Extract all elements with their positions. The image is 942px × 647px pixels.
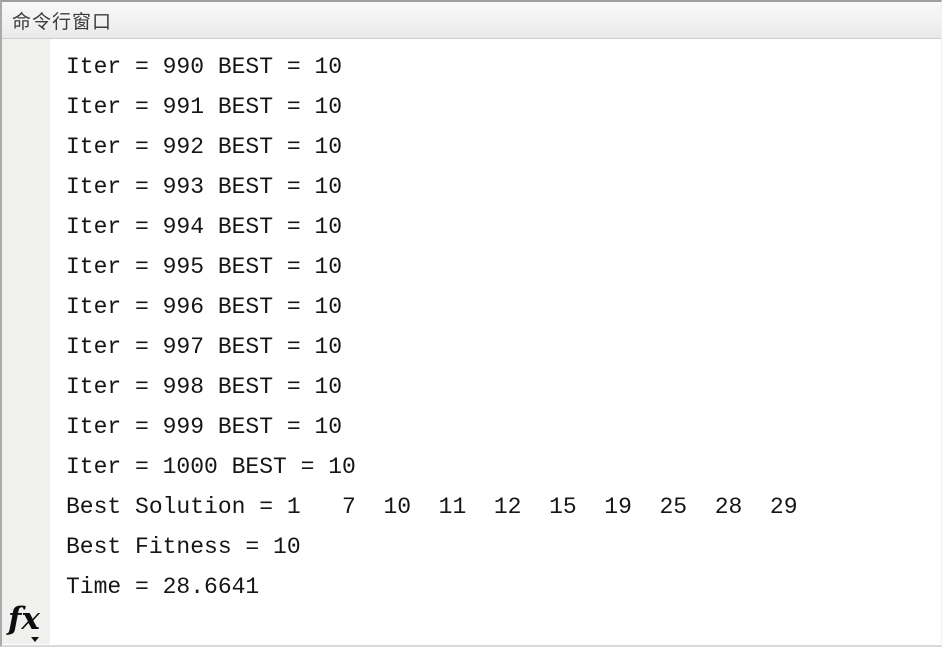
console-line: Iter = 991 BEST = 10 <box>66 94 343 120</box>
console-line: Iter = 990 BEST = 10 <box>66 54 343 80</box>
console-line-best-fitness: Best Fitness = 10 <box>66 534 301 560</box>
console-line: Iter = 998 BEST = 10 <box>66 374 343 400</box>
console-line: Iter = 992 BEST = 10 <box>66 134 343 160</box>
dropdown-arrow-icon <box>31 637 39 642</box>
console-line: Iter = 999 BEST = 10 <box>66 414 343 440</box>
console-line: Iter = 993 BEST = 10 <box>66 174 343 200</box>
console-line-time: Time = 28.6641 <box>66 574 260 600</box>
panel-content: fx Iter = 990 BEST = 10 Iter = 991 BEST … <box>2 39 941 644</box>
panel-title-bar[interactable]: 命令行窗口 <box>2 2 941 39</box>
console-line: Iter = 1000 BEST = 10 <box>66 454 356 480</box>
fx-function-hint-button[interactable]: fx <box>8 599 46 643</box>
console-line: Iter = 997 BEST = 10 <box>66 334 343 360</box>
panel-title: 命令行窗口 <box>12 11 113 33</box>
console-line: Iter = 996 BEST = 10 <box>66 294 343 320</box>
console-output-area[interactable]: Iter = 990 BEST = 10 Iter = 991 BEST = 1… <box>50 39 941 644</box>
console-line: Iter = 995 BEST = 10 <box>66 254 343 280</box>
console-line: Iter = 994 BEST = 10 <box>66 214 343 240</box>
console-gutter: fx <box>2 39 50 644</box>
fx-icon: fx <box>8 601 40 637</box>
console-line-best-solution: Best Solution = 1 7 10 11 12 15 19 25 28… <box>66 494 798 520</box>
